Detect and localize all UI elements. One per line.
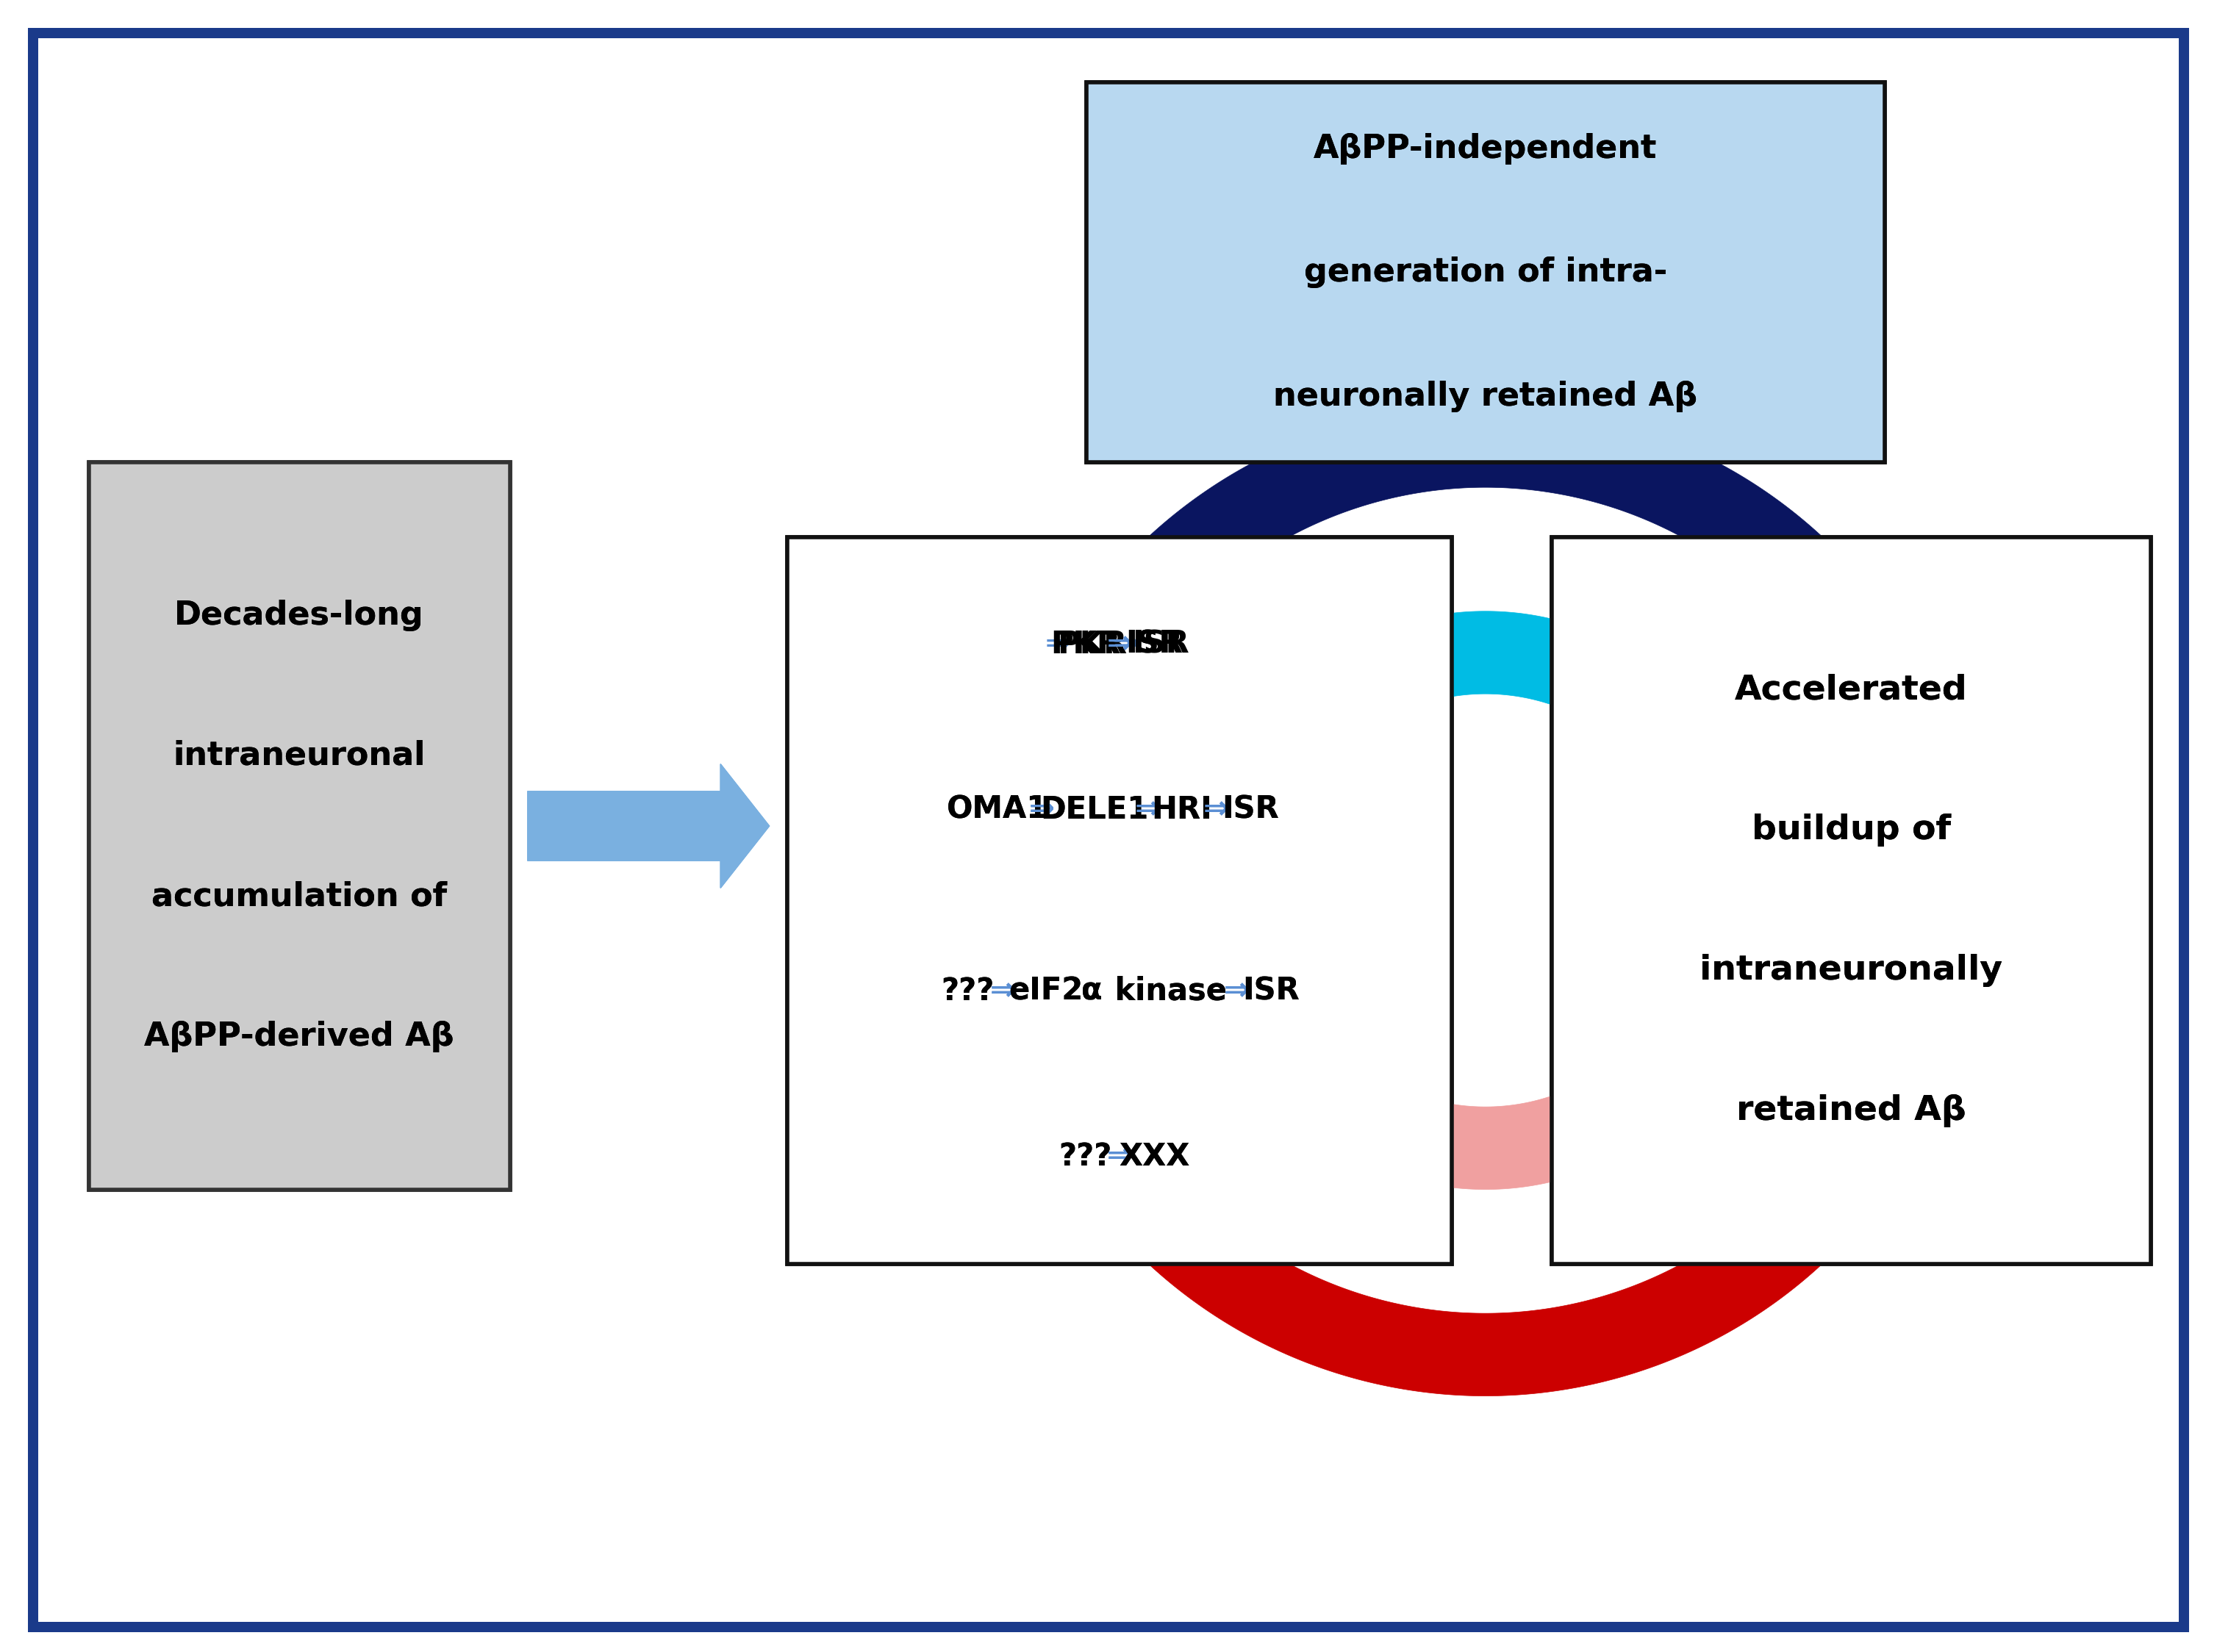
Text: eIF2: eIF2 (1009, 976, 1084, 1006)
Text: neuronally retained Aβ: neuronally retained Aβ (1273, 380, 1698, 413)
Text: DELE1: DELE1 (1040, 795, 1148, 824)
Text: buildup of: buildup of (1751, 813, 1951, 847)
Text: ISR: ISR (1242, 976, 1299, 1006)
Text: DELE1: DELE1 (1040, 795, 1148, 824)
Text: Decades-long: Decades-long (175, 600, 423, 631)
FancyArrow shape (528, 763, 769, 887)
Text: α: α (1082, 976, 1102, 1006)
Polygon shape (987, 980, 1135, 1122)
Text: AβPP-derived Aβ: AβPP-derived Aβ (144, 1021, 454, 1052)
Text: intraneuronal: intraneuronal (173, 740, 426, 771)
Text: ⇒: ⇒ (1204, 795, 1228, 824)
FancyBboxPatch shape (1108, 99, 1862, 446)
Text: accumulation of: accumulation of (151, 881, 448, 912)
FancyArrow shape (528, 763, 769, 887)
Text: AβPP-independent: AβPP-independent (1315, 132, 1656, 165)
Text: ⇒: ⇒ (1106, 1142, 1133, 1171)
Polygon shape (1836, 679, 1984, 821)
Text: ???: ??? (1058, 1142, 1111, 1171)
Text: Accelerated: Accelerated (1736, 672, 1966, 707)
Text: ⇒: ⇒ (1113, 629, 1140, 659)
Text: intraneuronally: intraneuronally (1700, 953, 2002, 988)
Text: intraneuronal: intraneuronal (173, 740, 426, 771)
Text: accumulation of: accumulation of (151, 881, 448, 912)
Text: intraneuronally: intraneuronally (1700, 953, 2002, 988)
Text: ???: ??? (942, 976, 995, 1006)
FancyBboxPatch shape (1086, 83, 1884, 463)
Text: ???: ??? (942, 976, 995, 1006)
Text: generation of intra-: generation of intra- (1304, 256, 1667, 289)
Text: ⇒: ⇒ (1106, 629, 1133, 659)
FancyBboxPatch shape (89, 463, 510, 1189)
Text: retained Aβ: retained Aβ (1736, 1094, 1966, 1128)
Text: PKR: PKR (1058, 629, 1126, 659)
Text: ⇒: ⇒ (989, 976, 1015, 1006)
FancyBboxPatch shape (89, 463, 510, 1189)
Text: ⇒: ⇒ (1044, 629, 1071, 659)
Text: eIF2: eIF2 (1009, 976, 1084, 1006)
Text: XXX: XXX (1120, 1142, 1191, 1171)
Text: ⇒: ⇒ (1029, 795, 1055, 824)
Text: PKR: PKR (1051, 629, 1120, 659)
Text: ⇒: ⇒ (1106, 1142, 1133, 1171)
Text: retained Aβ: retained Aβ (1736, 1094, 1966, 1128)
Text: OMA1: OMA1 (947, 795, 1049, 824)
Text: ⇒: ⇒ (1135, 795, 1159, 824)
FancyBboxPatch shape (787, 537, 1452, 1264)
Text: ⇒: ⇒ (1224, 976, 1250, 1006)
FancyBboxPatch shape (1552, 537, 2150, 1264)
Text: kinase: kinase (1104, 976, 1226, 1006)
Text: kinase: kinase (1104, 976, 1226, 1006)
Text: ISR: ISR (1222, 795, 1279, 824)
Text: PKR: PKR (1051, 629, 1120, 659)
Text: neuronally retained Aβ: neuronally retained Aβ (1273, 380, 1698, 413)
Text: HRI: HRI (1151, 795, 1213, 824)
Text: ISR: ISR (1222, 795, 1279, 824)
Polygon shape (1042, 971, 1973, 1396)
Text: ⇒: ⇒ (1204, 795, 1228, 824)
FancyBboxPatch shape (1552, 537, 2150, 1264)
Text: α: α (1082, 976, 1102, 1006)
Polygon shape (1643, 943, 1776, 1072)
Text: ISR: ISR (1126, 629, 1182, 659)
Text: ⇒: ⇒ (1224, 976, 1250, 1006)
Text: ⇒: ⇒ (1106, 629, 1133, 659)
Polygon shape (1242, 611, 1769, 864)
Polygon shape (1182, 755, 1315, 879)
Text: XXX: XXX (1120, 1142, 1191, 1171)
Text: ISR: ISR (1242, 976, 1299, 1006)
Text: OMA1: OMA1 (947, 795, 1049, 824)
FancyBboxPatch shape (33, 33, 2184, 1627)
Text: ⇒: ⇒ (1029, 795, 1055, 824)
Text: HRI: HRI (1151, 795, 1213, 824)
Polygon shape (1197, 919, 1714, 1189)
Text: AβPP-independent: AβPP-independent (1315, 132, 1656, 165)
FancyBboxPatch shape (1086, 83, 1884, 463)
FancyBboxPatch shape (787, 537, 1452, 1264)
Text: Accelerated: Accelerated (1736, 672, 1966, 707)
Text: ⇒: ⇒ (1135, 795, 1159, 824)
Text: ISR: ISR (1133, 629, 1191, 659)
Text: AβPP-derived Aβ: AβPP-derived Aβ (144, 1021, 454, 1052)
Text: ???: ??? (1058, 1142, 1111, 1171)
Text: generation of intra-: generation of intra- (1304, 256, 1667, 289)
Text: ISR: ISR (1126, 629, 1182, 659)
Text: ⇒: ⇒ (989, 976, 1015, 1006)
Text: Decades-long: Decades-long (175, 600, 423, 631)
Polygon shape (998, 405, 1929, 829)
Text: buildup of: buildup of (1751, 813, 1951, 847)
